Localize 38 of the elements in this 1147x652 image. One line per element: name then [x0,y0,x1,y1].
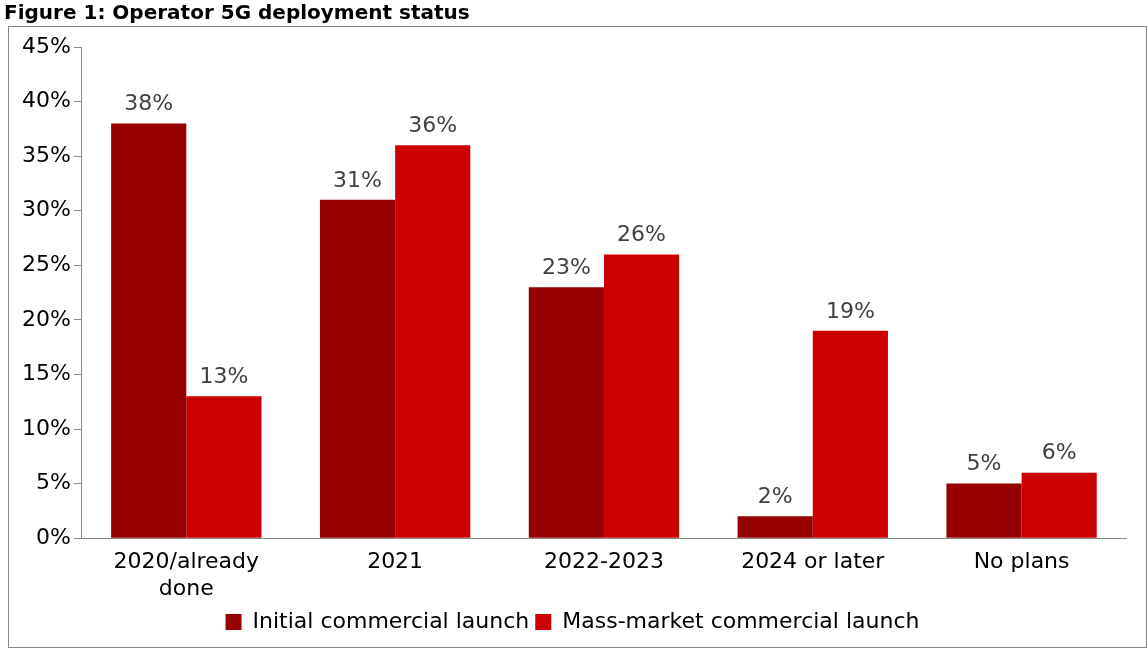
data-label: 26% [617,221,666,247]
y-tick-label: 15% [21,360,71,386]
data-label: 31% [333,166,382,192]
chart-title: Figure 1: Operator 5G deployment status [3,0,471,26]
x-tick-label: 2022-2023 [543,548,664,574]
legend-label: Initial commercial launch [252,607,530,633]
bar [319,199,396,538]
y-tick-label: 35% [21,141,71,167]
data-label: 38% [124,90,174,116]
bar [186,396,262,538]
data-label: 5% [966,450,1002,476]
y-tick-label: 5% [35,469,71,495]
y-tick-label: 0% [35,523,71,549]
y-tick-label: 45% [21,32,71,58]
x-tick-label: No plans [973,548,1070,574]
y-tick-label: 20% [21,305,71,331]
bar [603,254,680,538]
y-tick-label: 25% [21,251,71,277]
y-tick-label: 30% [21,196,71,222]
y-tick-label: 10% [21,414,71,440]
data-label: 19% [825,297,875,323]
bar [528,287,604,538]
data-label: 13% [199,363,249,389]
bar [946,483,1022,538]
x-tick-label: 2024 or later [741,548,886,574]
data-label: 6% [1041,439,1077,465]
x-tick-label: 2021 [367,548,424,574]
bar [737,516,813,538]
data-label: 2% [757,483,793,509]
bar [395,145,471,538]
bar [1021,472,1097,538]
bar [111,123,187,538]
x-tick-label: 2020/already done [113,548,260,600]
data-label: 36% [408,111,458,137]
y-tick-label: 40% [21,87,71,113]
legend-label: Mass-market commercial launch [562,607,920,633]
data-label: 23% [541,253,591,279]
bar [812,330,888,538]
